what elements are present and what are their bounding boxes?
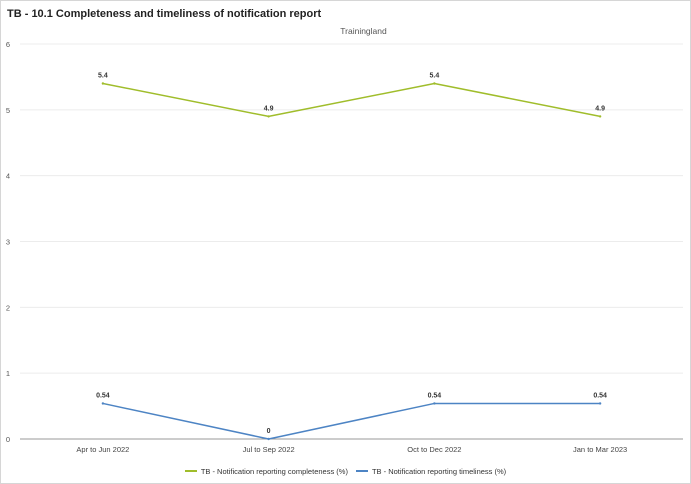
legend-swatch (355, 470, 368, 472)
legend-item[interactable]: TB - Notification reporting completeness… (184, 466, 348, 476)
data-label: 0.54 (593, 392, 607, 399)
data-point (101, 82, 105, 85)
data-label: 4.9 (264, 105, 274, 112)
x-tick-label: Jul to Sep 2022 (243, 445, 295, 454)
data-point (433, 402, 436, 405)
data-label: 4.9 (595, 105, 605, 112)
y-tick-label: 6 (6, 40, 10, 49)
x-tick-label: Apr to Jun 2022 (76, 445, 129, 454)
data-point (598, 402, 602, 405)
data-point (267, 115, 270, 118)
legend-item[interactable]: TB - Notification reporting timeliness (… (355, 466, 507, 476)
y-tick-label: 3 (6, 238, 10, 247)
y-tick-label: 0 (6, 435, 10, 444)
data-label: 5.4 (430, 73, 440, 80)
data-label: 0.54 (96, 392, 110, 399)
chart-subtitle: Trainingland (340, 26, 387, 36)
chart-title: TB - 10.1 Completeness and timeliness of… (7, 8, 322, 20)
data-point (598, 115, 602, 118)
data-point (101, 402, 105, 405)
series-line (102, 82, 601, 118)
data-label: 0 (267, 428, 271, 435)
y-tick-label: 1 (6, 369, 10, 378)
legend-label: TB - Notification reporting timeliness (… (371, 466, 507, 476)
y-tick-label: 5 (6, 106, 10, 115)
legend-swatch (184, 470, 197, 472)
y-tick-label: 2 (6, 303, 10, 312)
chart-legend: TB - Notification reporting completeness… (0, 465, 691, 476)
y-tick-label: 4 (6, 172, 10, 181)
data-label: 5.4 (98, 73, 108, 80)
legend-label: TB - Notification reporting completeness… (200, 466, 348, 476)
data-point (267, 437, 270, 441)
data-point (433, 82, 436, 85)
x-tick-label: Oct to Dec 2022 (407, 445, 461, 454)
x-tick-label: Jan to Mar 2023 (573, 445, 627, 454)
series-line (102, 402, 601, 440)
data-label: 0.54 (428, 392, 442, 399)
